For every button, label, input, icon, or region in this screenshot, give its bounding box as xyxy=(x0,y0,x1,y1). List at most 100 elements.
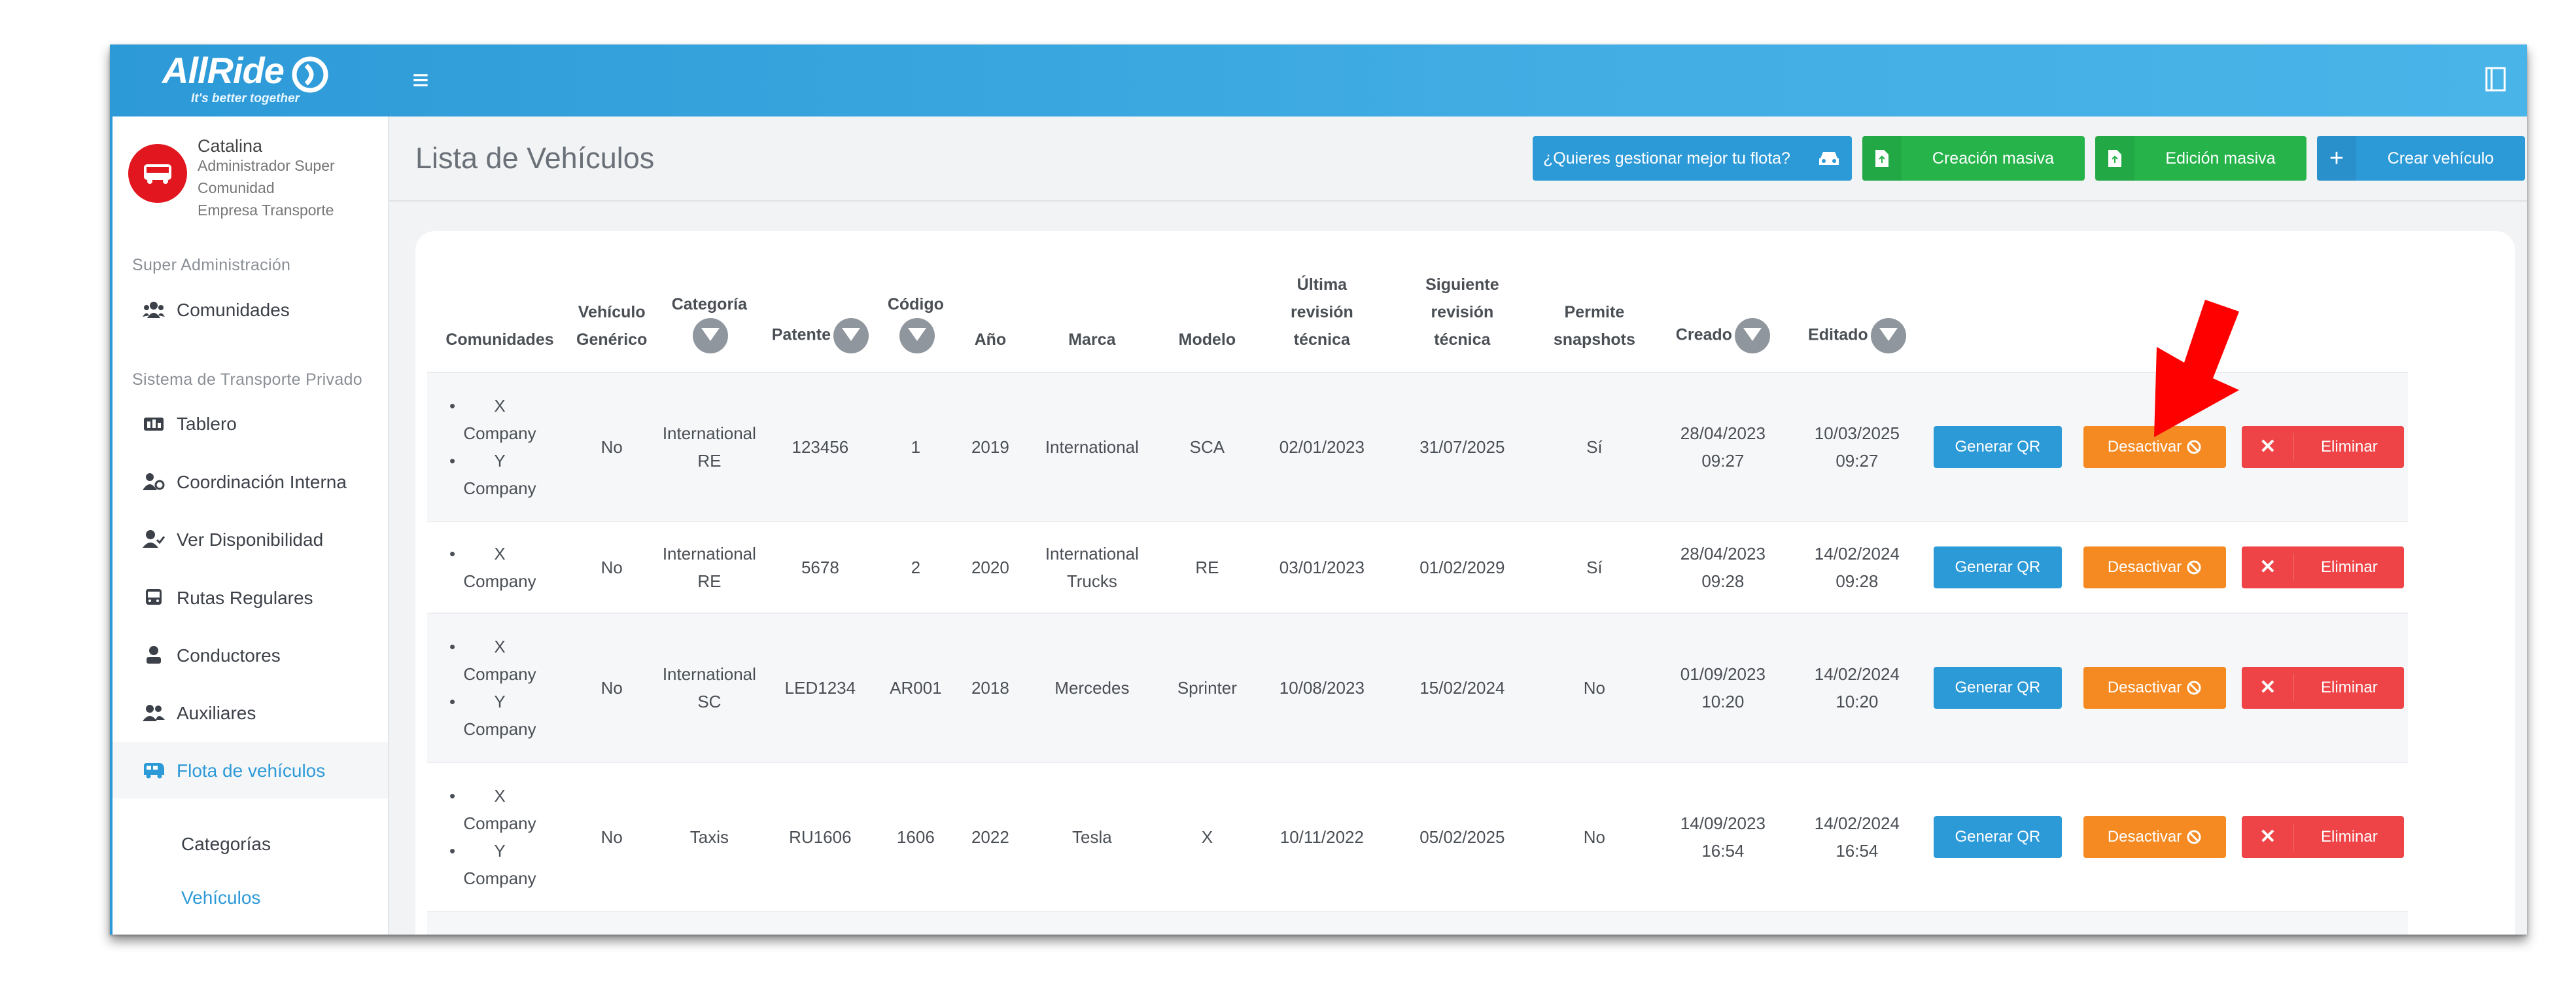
sidebar-item-label: Auxiliares xyxy=(177,703,256,723)
community-name: Company xyxy=(463,478,536,498)
cell-modelo: SCA xyxy=(1162,372,1253,522)
table-row: X Company Y Company No International RE 123456 1… xyxy=(427,372,2409,522)
close-icon: ✕ xyxy=(2242,554,2295,581)
filter-icon[interactable] xyxy=(899,318,935,353)
generate-qr-button[interactable]: Generar QR xyxy=(1933,546,2062,588)
cell-patente: LED1234 xyxy=(767,613,873,763)
table-row: XCompanyNoTaxisKNL2706TX022024Mazda322/0… xyxy=(427,912,2409,935)
cell-marca: Mercedes xyxy=(1022,613,1162,763)
delete-label: Eliminar xyxy=(2321,438,2378,456)
creado-value: 28/04/2023 xyxy=(1680,423,1766,443)
delete-button[interactable]: ✕ Eliminar xyxy=(2242,546,2405,588)
create-vehicle-label: Crear vehículo xyxy=(2387,149,2494,168)
bulk-edit-button[interactable]: Edición masiva xyxy=(2095,136,2306,181)
sidebar-item-label: Ver Disponibilidad xyxy=(177,529,324,550)
bulk-create-button[interactable]: Creación masiva xyxy=(1862,136,2085,181)
cell-generico: No xyxy=(572,522,652,614)
marca-value: Mercedes xyxy=(1054,678,1130,698)
users-cog-icon xyxy=(143,473,165,490)
community-letter: X xyxy=(494,637,506,656)
driver-icon xyxy=(147,646,161,664)
sidebar-item-auxiliares[interactable]: Auxiliares xyxy=(113,685,388,741)
deactivate-button[interactable]: Desactivar xyxy=(2083,546,2226,588)
delete-button[interactable]: ✕ Eliminar xyxy=(2242,426,2405,468)
cell-editado: 10/03/2025 09:27 xyxy=(1790,372,1924,522)
categoria-value: Taxis xyxy=(689,827,729,847)
editado-value: 14/02/2024 xyxy=(1814,544,1900,563)
cell-delete: ✕ Eliminar xyxy=(2238,522,2409,614)
filter-icon[interactable] xyxy=(1870,318,1906,353)
categoria-value: SC xyxy=(697,692,722,711)
sidebar-subitem-categorias[interactable]: Categorías xyxy=(181,834,271,854)
delete-button[interactable]: ✕ Eliminar xyxy=(2242,816,2405,858)
codigo-value: 2 xyxy=(911,558,921,577)
user-group-icon xyxy=(143,705,165,721)
codigo-value: AR001 xyxy=(890,678,942,698)
generate-qr-button[interactable]: Generar QR xyxy=(1933,816,2062,858)
column-header-marca: Marca xyxy=(1022,243,1162,373)
filter-icon[interactable] xyxy=(833,318,869,353)
sidebar-subitem-vehiculos[interactable]: Vehículos xyxy=(181,887,261,908)
user-card[interactable]: Catalina Administrador Super Comunidad E… xyxy=(113,116,388,229)
create-vehicle-button[interactable]: + Crear vehículo xyxy=(2317,136,2525,181)
table-row: X Company Y Company No International SC LED1234… xyxy=(427,613,2409,763)
filter-icon[interactable] xyxy=(1734,318,1770,353)
sidebar-item-rutas-regulares[interactable]: Rutas Regulares xyxy=(113,569,388,626)
sidebar-item-label: Conductores xyxy=(177,645,281,666)
snapshots-value: No xyxy=(1583,678,1605,698)
sidebar-item-coordinacion-interna[interactable]: Coordinación Interna xyxy=(113,454,388,510)
sidebar-item-comunidades[interactable]: Comunidades xyxy=(113,281,388,338)
column-header-ultima-revision: Última revisión técnica xyxy=(1252,243,1392,373)
manage-fleet-button[interactable]: ¿Quieres gestionar mejor tu flota? xyxy=(1533,136,1852,181)
community-name: Company xyxy=(463,423,536,443)
creado-value: 03/06/2024 xyxy=(1680,934,1766,935)
column-header-permite-snapshots: Permite snapshots xyxy=(1533,243,1656,373)
sidebar-item-flota-de-vehiculos[interactable]: Flota de vehículos xyxy=(113,742,388,798)
table-row: X Company No International RE 5678 2 2020 Intern… xyxy=(427,522,2409,614)
generate-qr-label: Generar QR xyxy=(1955,438,2041,456)
filter-icon[interactable] xyxy=(693,318,729,353)
dashboard-icon xyxy=(144,418,164,431)
cell-anio: 2018 xyxy=(958,613,1022,763)
cell-creado: 28/04/2023 09:27 xyxy=(1656,372,1790,522)
brand-logo[interactable]: AllRide It's better together xyxy=(162,51,339,110)
deactivate-button[interactable]: Desactivar xyxy=(2083,667,2226,709)
page-title: Lista de Vehículos xyxy=(415,141,655,175)
editado-value: 09:28 xyxy=(1836,571,1879,591)
cell-creado: 14/09/2023 16:54 xyxy=(1656,762,1790,912)
generate-qr-button[interactable]: Generar QR xyxy=(1933,667,2062,709)
cell-modelo: RE xyxy=(1162,522,1253,614)
cell-qr: Generar QR xyxy=(1924,372,2072,522)
cell-siguiente-revision: 05/02/2025 xyxy=(1391,762,1533,912)
cell-creado: 28/04/2023 09:28 xyxy=(1656,522,1790,614)
column-header-patente: Patente xyxy=(767,243,873,373)
sidebar-item-tablero[interactable]: Tablero xyxy=(113,395,388,452)
sidebar-item-label: Comunidades xyxy=(177,300,290,320)
cell-ultima-revision: 02/01/2023 xyxy=(1252,372,1392,522)
sidebar-item-conductores[interactable]: Conductores xyxy=(113,627,388,683)
community-letter: Y xyxy=(494,841,506,861)
cell-modelo: Sprinter xyxy=(1162,613,1253,763)
generate-qr-button[interactable]: Generar QR xyxy=(1933,426,2062,468)
panel-toggle-icon[interactable] xyxy=(2482,64,2509,94)
cell-editado: 14/02/2024 09:28 xyxy=(1790,522,1924,614)
cell-qr: Generar QR xyxy=(1924,912,2072,935)
cell-qr: Generar QR xyxy=(1924,522,2072,614)
community-letter: Y xyxy=(494,451,506,471)
user-role-line: Administrador Super xyxy=(198,157,335,174)
cell-ultima-revision: 22/05/2024 xyxy=(1252,912,1392,935)
delete-button[interactable]: ✕ Eliminar xyxy=(2242,667,2405,709)
cell-anio: 2020 xyxy=(958,522,1022,614)
creado-value: 16:54 xyxy=(1701,841,1745,861)
section-title-super: Super Administración xyxy=(132,256,291,274)
annotation-arrow-icon xyxy=(2154,300,2239,437)
menu-toggle-icon[interactable]: ≡ xyxy=(412,64,429,96)
column-header-modelo: Modelo xyxy=(1162,243,1253,373)
community-name: Company xyxy=(463,813,536,833)
generico-value: No xyxy=(600,558,623,577)
community-name: Company xyxy=(463,664,536,684)
sidebar-item-ver-disponibilidad[interactable]: Ver Disponibilidad xyxy=(113,511,388,567)
user-role-line: Comunidad xyxy=(198,179,275,196)
cell-generico: No xyxy=(572,372,652,522)
deactivate-button[interactable]: Desactivar xyxy=(2083,816,2226,858)
